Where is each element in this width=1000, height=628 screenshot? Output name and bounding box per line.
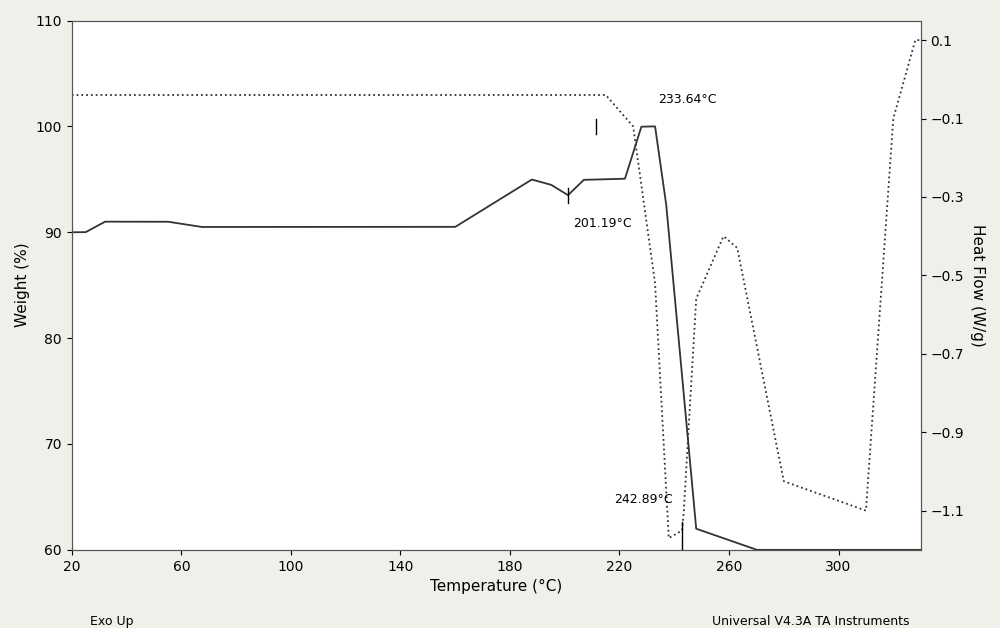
Y-axis label: Weight (%): Weight (%) <box>15 243 30 327</box>
X-axis label: Temperature (°C): Temperature (°C) <box>430 579 562 594</box>
Text: 201.19°C: 201.19°C <box>573 217 632 230</box>
Text: 233.64°C: 233.64°C <box>658 93 716 106</box>
Text: 242.89°C: 242.89°C <box>614 493 673 506</box>
Text: Exo Up: Exo Up <box>90 615 134 628</box>
Text: Universal V4.3A TA Instruments: Universal V4.3A TA Instruments <box>712 615 910 628</box>
Y-axis label: Heat Flow (W/g): Heat Flow (W/g) <box>970 224 985 347</box>
